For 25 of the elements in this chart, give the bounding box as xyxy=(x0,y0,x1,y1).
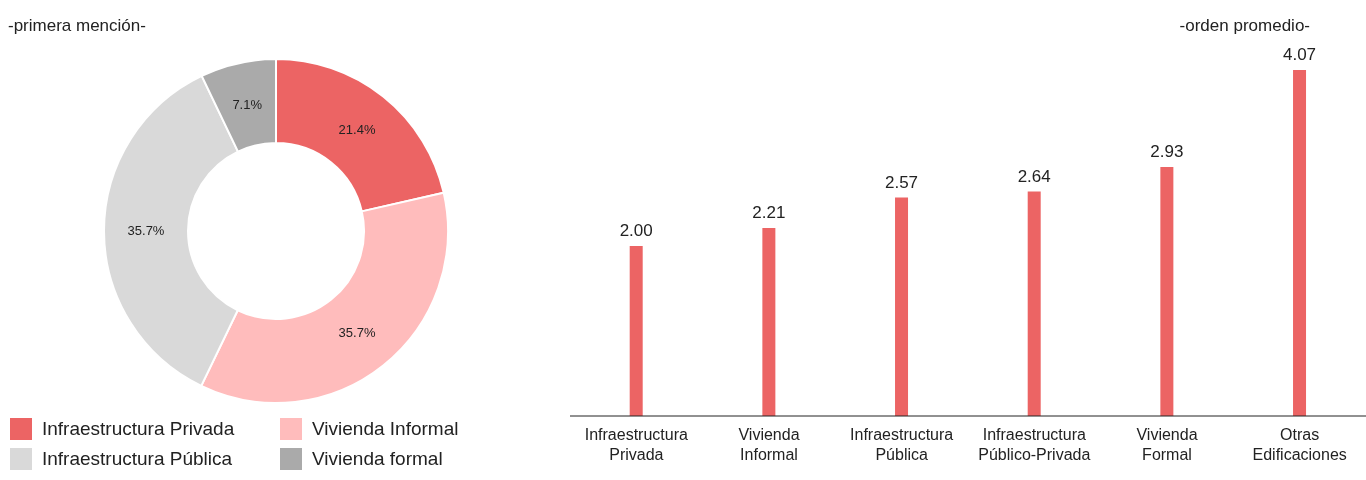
chart-title: -orden promedio- xyxy=(1179,16,1310,36)
bar xyxy=(762,228,776,416)
x-tick-label: Vivienda Informal xyxy=(738,426,800,463)
bar xyxy=(1027,191,1041,416)
data-label: 35.7% xyxy=(127,223,165,239)
bar xyxy=(1160,166,1174,416)
data-label: 7.1% xyxy=(232,96,263,112)
x-tick-label: Infraestructura Público-Privada xyxy=(978,426,1091,463)
data-label: 35.7% xyxy=(338,325,376,341)
data-label: 2.57 xyxy=(884,172,919,192)
bar xyxy=(629,245,643,416)
data-label: 4.07 xyxy=(1282,45,1317,64)
data-label: 2.21 xyxy=(752,203,786,223)
x-tick-label: Vivienda Formal xyxy=(1136,426,1198,463)
bar xyxy=(895,197,909,416)
x-tick-label: Infraestructura Pública xyxy=(850,426,954,463)
bar xyxy=(1293,70,1307,416)
data-label: 2.64 xyxy=(1017,166,1051,186)
legend-label: Vivienda formal xyxy=(311,448,444,470)
x-tick-label: Infraestructura Privada xyxy=(584,426,689,463)
data-label: 2.00 xyxy=(619,220,653,240)
chart-title: -primera mención- xyxy=(8,16,146,36)
data-label: 2.93 xyxy=(1150,141,1184,161)
x-tick-label: Otras Edificaciones xyxy=(1252,426,1347,463)
data-label: 21.4% xyxy=(338,121,376,137)
